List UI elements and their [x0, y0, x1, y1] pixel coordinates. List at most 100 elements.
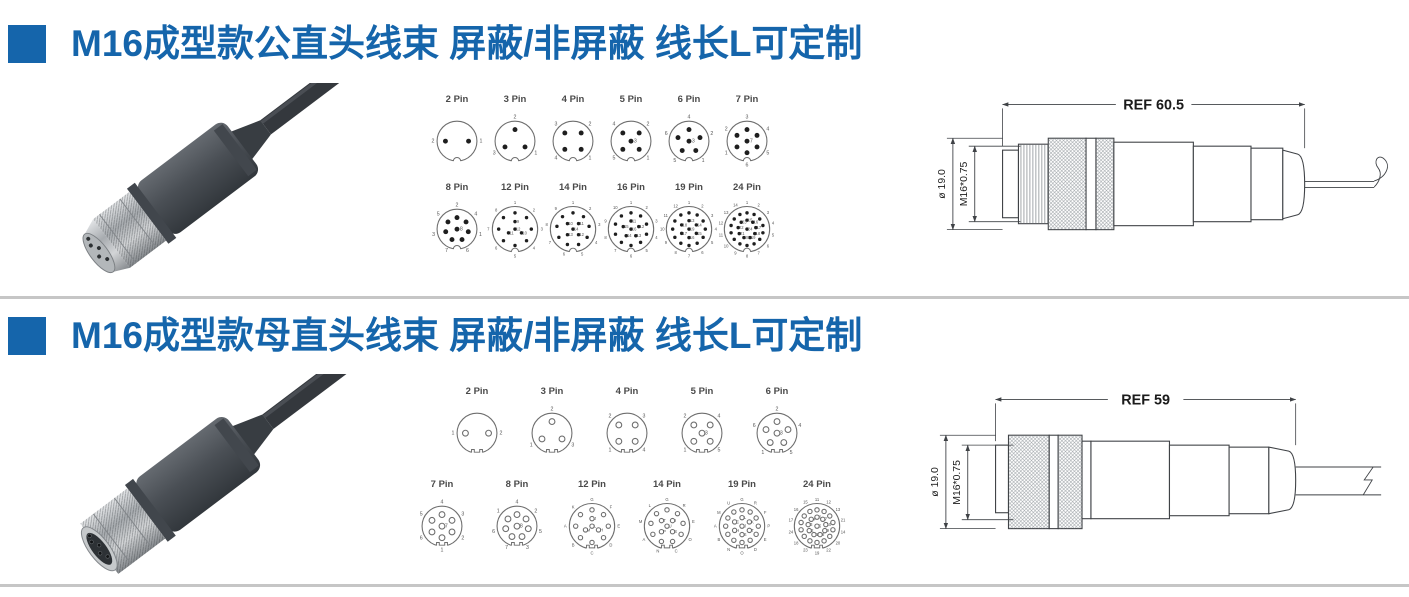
pin-diagram-cell: 3 Pin 2 1 3 [486, 93, 544, 173]
svg-text:5: 5 [420, 512, 423, 518]
svg-text:5: 5 [613, 156, 616, 162]
technical-drawing-female: REF 59 ø 19.0 M16*0.75 [930, 390, 1382, 530]
svg-text:4: 4 [595, 240, 598, 245]
svg-text:17: 17 [789, 518, 794, 523]
svg-text:11: 11 [815, 497, 820, 502]
svg-text:8: 8 [604, 235, 607, 240]
svg-text:16: 16 [632, 227, 637, 232]
section-title-female: M16成型款母直头线束 屏蔽/非屏蔽 线长L可定制 [71, 315, 863, 356]
svg-text:3: 3 [555, 122, 558, 128]
svg-text:12: 12 [579, 232, 584, 237]
svg-text:2: 2 [500, 431, 503, 437]
svg-text:12: 12 [826, 500, 831, 505]
svg-text:5: 5 [437, 212, 440, 218]
svg-text:23: 23 [803, 548, 808, 553]
svg-text:G: G [665, 497, 668, 502]
svg-text:M: M [587, 527, 591, 532]
svg-text:2: 2 [461, 536, 464, 542]
svg-text:7: 7 [614, 248, 617, 253]
pin-diagram-cell: 4 Pin 2 3 4 1 [598, 385, 656, 465]
svg-text:O: O [689, 537, 693, 542]
svg-text:7: 7 [487, 227, 490, 232]
male-dimension-drawing: REF 60.5 ø 19.0 M16*0.75 [933, 88, 1409, 260]
svg-text:4 Pin: 4 Pin [616, 386, 639, 397]
svg-text:4: 4 [688, 115, 691, 121]
svg-text:7: 7 [549, 240, 552, 245]
svg-text:3: 3 [461, 512, 464, 518]
svg-text:4: 4 [798, 423, 801, 429]
svg-text:3: 3 [571, 443, 574, 449]
svg-text:L: L [649, 503, 652, 508]
svg-text:15: 15 [803, 500, 808, 505]
svg-text:9: 9 [665, 240, 668, 245]
svg-text:12: 12 [640, 224, 645, 229]
pin-diagram-cell: 19 Pin 1 2 3 4 5 6 7 8 9 10 11 12 13 14 15 16 17 18 19 [660, 181, 718, 261]
pin-diagram-cell: 8 Pin 4 2 5 3 7 6 1 8 [488, 478, 546, 558]
pin-diagram-4-female: 4 Pin 2 3 4 1 [606, 386, 648, 455]
svg-text:7: 7 [750, 139, 753, 145]
svg-text:5: 5 [673, 158, 676, 164]
svg-text:12 Pin: 12 Pin [501, 182, 529, 193]
pin-diagram-6-female: 6 Pin 2 4 5 1 6 3 [753, 386, 802, 456]
ref-dimension-label: REF 60.5 [1123, 97, 1184, 113]
pin-diagram-8-female: 8 Pin 4 2 5 3 7 6 1 8 [492, 479, 542, 551]
svg-text:1: 1 [725, 151, 728, 157]
pin-diagram-14-female: 14 Pin G R E O C N A M L T I S PU [639, 479, 695, 554]
svg-text:4 Pin: 4 Pin [562, 94, 585, 105]
svg-text:7: 7 [757, 251, 760, 256]
svg-text:18: 18 [756, 231, 761, 236]
svg-text:14: 14 [627, 233, 632, 238]
female-pin-configuration-diagrams: 2 Pin 1 2 3 Pin 2 3 1 4 Pin 2 3 4 1 5 Pin 2 4 5 1 3 6 Pin 2… [405, 385, 846, 558]
svg-text:5: 5 [790, 450, 793, 456]
svg-text:8: 8 [460, 227, 463, 233]
svg-text:1: 1 [441, 548, 444, 554]
svg-text:2: 2 [684, 414, 687, 420]
svg-text:16 Pin: 16 Pin [617, 182, 645, 193]
section-bullet-square [8, 25, 46, 64]
section-header-female: M16成型款母直头线束 屏蔽/非屏蔽 线长L可定制 [8, 315, 863, 357]
svg-text:N: N [727, 547, 730, 552]
svg-text:4: 4 [643, 448, 646, 454]
svg-text:4: 4 [474, 212, 477, 218]
pin-diagram-cell: 7 Pin 4 3 2 1 6 5 7 [413, 478, 471, 558]
svg-text:6 Pin: 6 Pin [766, 386, 789, 397]
pin-diagram-8-male: 8 Pin 2 4 1 6 7 3 5 8 [432, 182, 482, 254]
svg-text:7: 7 [688, 253, 691, 258]
pin-diagram-cell: 14 Pin 1 2 3 4 5 6 7 8 9 10 11 12 13 14 [544, 181, 602, 261]
pin-diagram-cell: 5 Pin 4 2 1 5 3 [602, 93, 660, 173]
connector-photo-male [82, 83, 362, 274]
svg-text:6: 6 [753, 423, 756, 429]
section-header-male: M16成型款公直头线束 屏蔽/非屏蔽 线长L可定制 [8, 23, 862, 65]
svg-text:12: 12 [719, 221, 724, 226]
svg-text:3: 3 [705, 431, 708, 437]
svg-text:3: 3 [655, 218, 658, 223]
svg-text:R: R [683, 503, 686, 508]
pin-diagram-cell: 8 Pin 2 4 1 6 7 3 5 8 [428, 181, 486, 261]
svg-text:S: S [744, 532, 747, 537]
svg-text:E: E [764, 537, 767, 542]
svg-text:3: 3 [432, 232, 435, 238]
svg-text:3: 3 [541, 227, 544, 232]
diameter-dimension-label: ø 19.0 [937, 169, 948, 199]
pin-diagram-cell: 4 Pin 3 2 1 4 [544, 93, 602, 173]
pin-diagram-cell: 2 Pin 2 1 [428, 93, 486, 173]
svg-text:9: 9 [827, 528, 830, 533]
pin-diagram-3-male: 3 Pin 2 1 3 [493, 94, 537, 165]
svg-text:C: C [590, 550, 593, 555]
svg-text:15: 15 [748, 218, 753, 223]
svg-text:8: 8 [520, 524, 523, 530]
svg-text:3: 3 [767, 210, 770, 215]
svg-text:20: 20 [836, 540, 841, 545]
svg-text:U: U [669, 524, 672, 529]
svg-text:6: 6 [495, 246, 498, 251]
svg-text:2: 2 [776, 407, 779, 413]
svg-text:9: 9 [555, 206, 558, 211]
svg-text:3 Pin: 3 Pin [504, 94, 527, 105]
svg-text:4: 4 [772, 221, 775, 226]
svg-text:12 Pin: 12 Pin [578, 479, 606, 490]
svg-text:17: 17 [757, 225, 762, 230]
svg-text:4: 4 [613, 122, 616, 128]
svg-text:4: 4 [441, 500, 444, 506]
